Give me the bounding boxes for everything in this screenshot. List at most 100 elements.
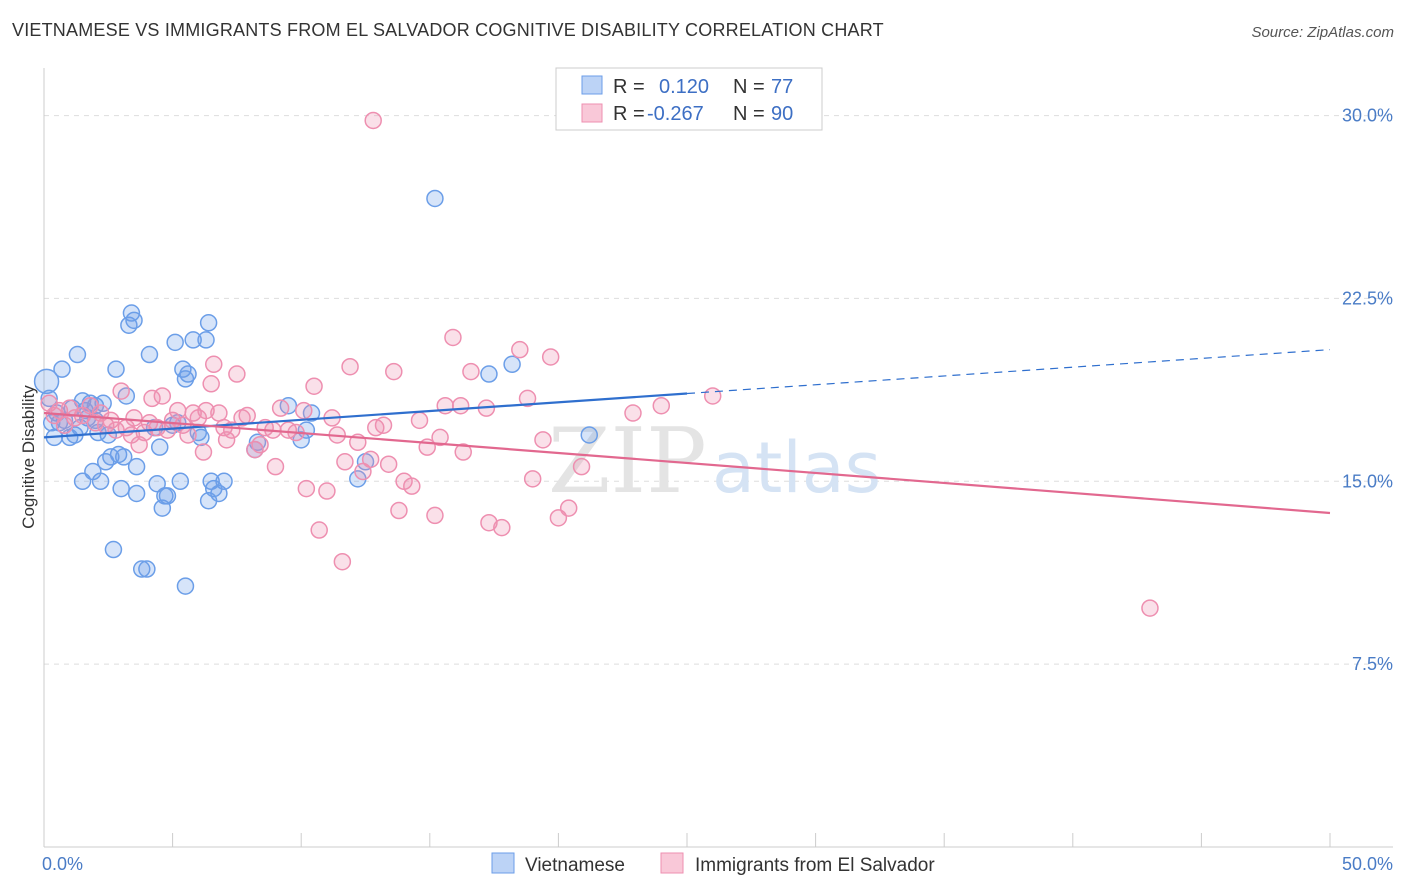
point-vietnamese — [138, 560, 156, 578]
point-vietnamese — [215, 472, 233, 491]
point-el-salvador — [194, 443, 213, 461]
legend-r-value-2: -0.267 — [647, 103, 704, 125]
point-el-salvador — [202, 375, 220, 393]
point-el-salvador — [336, 453, 354, 471]
point-el-salvador — [210, 404, 228, 422]
point-vietnamese — [112, 479, 130, 498]
point-el-salvador — [60, 399, 79, 417]
point-vietnamese — [503, 355, 521, 374]
point-el-salvador — [271, 399, 290, 417]
point-el-salvador — [364, 111, 382, 130]
point-vietnamese — [104, 540, 123, 559]
axes — [43, 68, 1393, 848]
point-el-salvador — [148, 418, 166, 437]
point-el-salvador — [266, 457, 285, 476]
point-vietnamese — [184, 331, 202, 349]
series-legend-label-vietnamese: Vietnamese — [525, 855, 625, 876]
point-el-salvador — [493, 518, 511, 537]
point-el-salvador — [703, 387, 722, 405]
point-el-salvador — [444, 328, 462, 347]
series-legend: Vietnamese Immigrants from El Salvador — [491, 852, 935, 876]
point-el-salvador — [205, 355, 223, 374]
point-el-salvador — [297, 479, 316, 498]
point-vietnamese — [176, 577, 195, 595]
point-el-salvador — [168, 401, 187, 420]
point-vietnamese — [132, 560, 151, 578]
point-vietnamese — [480, 365, 498, 383]
trend-line-el-salvador — [43, 411, 1331, 515]
point-vietnamese — [197, 331, 215, 349]
point-el-salvador — [454, 443, 472, 461]
data-points — [33, 111, 1159, 617]
point-el-salvador — [361, 450, 380, 469]
point-el-salvador — [223, 421, 241, 439]
legend-r-label-1: R = — [613, 76, 645, 98]
point-el-salvador — [374, 416, 393, 434]
point-el-salvador — [534, 431, 552, 449]
x-ticks — [172, 833, 1331, 847]
point-el-salvador — [624, 404, 642, 422]
point-vietnamese — [179, 365, 197, 383]
point-el-salvador — [318, 482, 336, 500]
point-el-salvador — [251, 435, 269, 454]
point-el-salvador — [354, 462, 372, 481]
point-el-salvador — [295, 401, 313, 420]
trend-line-vietnamese — [43, 392, 688, 439]
point-el-salvador — [451, 396, 470, 415]
x-tick-label-max: 50.0% — [1342, 854, 1393, 874]
point-el-salvador — [310, 521, 328, 539]
source-label: Source: ZipAtlas.com — [1251, 24, 1394, 41]
point-vietnamese — [96, 453, 115, 471]
point-vietnamese — [91, 472, 110, 491]
point-el-salvador — [523, 470, 542, 488]
point-el-salvador — [135, 423, 154, 442]
point-el-salvador — [246, 440, 264, 459]
series-legend-label-el-salvador: Immigrants from El Salvador — [695, 855, 935, 876]
y-tick-label: 15.0% — [1342, 471, 1393, 491]
point-vietnamese — [192, 428, 210, 447]
point-el-salvador — [518, 389, 537, 408]
point-el-salvador — [125, 409, 143, 427]
legend-n-value-1: 77 — [771, 76, 793, 98]
point-el-salvador — [652, 396, 671, 415]
point-vietnamese — [150, 438, 169, 456]
watermark-zip: ZIP — [548, 409, 707, 514]
point-el-salvador — [541, 348, 560, 366]
point-el-salvador — [179, 426, 197, 444]
point-vietnamese — [114, 448, 133, 466]
point-el-salvador — [480, 513, 498, 532]
point-el-salvador — [197, 401, 215, 420]
point-el-salvador — [228, 365, 246, 383]
point-el-salvador — [112, 382, 130, 400]
point-el-salvador — [184, 404, 202, 422]
point-el-salvador — [403, 477, 421, 495]
point-vietnamese — [166, 333, 184, 352]
y-tick-label: 22.5% — [1342, 288, 1393, 308]
chart-title: VIETNAMESE VS IMMIGRANTS FROM EL SALVADO… — [12, 20, 884, 40]
legend-swatch-vietnamese — [581, 75, 603, 95]
legend-swatch-el-salvador — [581, 103, 603, 123]
y-axis-label: Cognitive Disability — [19, 385, 38, 529]
point-el-salvador — [390, 501, 408, 520]
y-tick-label: 30.0% — [1342, 106, 1393, 126]
point-vietnamese — [125, 311, 143, 330]
legend-n-label-2: N = — [733, 103, 765, 125]
watermark: ZIP atlas — [548, 409, 881, 514]
point-vietnamese — [68, 345, 87, 364]
point-vietnamese — [117, 387, 136, 405]
legend-r-value-1: 0.120 — [659, 76, 709, 98]
point-el-salvador — [410, 411, 429, 430]
point-vietnamese — [53, 360, 71, 378]
point-vietnamese — [580, 426, 599, 444]
point-el-salvador — [238, 406, 256, 425]
legend-n-value-2: 90 — [771, 103, 793, 125]
y-tick-labels: 7.5% 15.0% 22.5% 30.0% — [1342, 106, 1393, 675]
trend-lines — [43, 349, 1331, 515]
point-el-salvador — [333, 552, 352, 571]
point-vietnamese — [199, 314, 218, 332]
point-vietnamese — [107, 360, 125, 378]
point-el-salvador — [572, 457, 591, 476]
point-el-salvador — [511, 340, 529, 359]
point-el-salvador — [379, 455, 398, 473]
